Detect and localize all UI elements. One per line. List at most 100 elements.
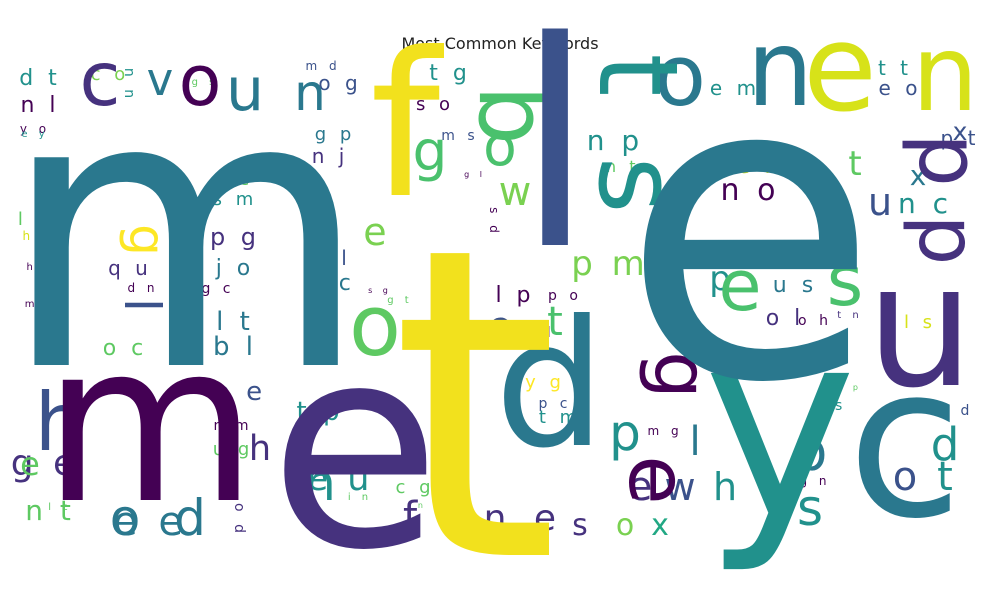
word: v <box>308 209 332 255</box>
word-small: p o <box>548 288 582 304</box>
word: s <box>797 479 823 537</box>
word: h <box>35 376 86 469</box>
word-small: o c <box>103 336 148 361</box>
word-small: l t <box>216 307 254 337</box>
word-small: o g <box>318 71 361 95</box>
word-small: t d <box>943 403 974 419</box>
word: s <box>574 156 702 213</box>
word: e <box>534 498 556 539</box>
word-small: p m <box>571 244 649 284</box>
word: f <box>403 494 418 540</box>
word: p <box>793 419 828 483</box>
word: n <box>747 8 814 130</box>
word: o <box>110 489 141 547</box>
word-small: y g <box>525 372 565 393</box>
word-small: g e <box>11 443 79 484</box>
word: u <box>866 228 974 426</box>
word: g <box>413 119 448 183</box>
word: e <box>611 455 704 504</box>
word-small: t m <box>539 407 581 428</box>
word: g <box>637 351 725 399</box>
word-small: c o <box>91 64 130 85</box>
word-small: e o <box>879 76 922 100</box>
word: u <box>226 55 264 125</box>
word-small: t n <box>837 310 862 321</box>
word-small: o e <box>214 377 266 407</box>
word-small: g c <box>201 281 234 297</box>
word-small: g t <box>387 295 412 306</box>
word-small: v e <box>217 170 253 189</box>
word-small: o d <box>231 503 247 537</box>
word: w <box>499 169 532 215</box>
word: t <box>574 53 702 96</box>
word-small: s g <box>368 286 392 295</box>
word: x <box>651 508 669 543</box>
word-small: g n <box>799 474 830 488</box>
word-small: e m <box>710 76 760 100</box>
word-small: n m <box>214 418 253 434</box>
chart-title: Most Common Keywords <box>401 34 599 53</box>
word-small: m t <box>601 157 640 176</box>
word: g <box>118 224 176 256</box>
word: e <box>20 445 40 483</box>
word: m <box>43 296 257 552</box>
word: s <box>572 508 588 543</box>
word-small: u g <box>213 439 254 460</box>
word: h <box>249 429 271 469</box>
word: p <box>899 133 998 187</box>
word-small: n o <box>721 173 780 208</box>
word: n <box>294 64 326 122</box>
word-small: s m <box>213 189 258 210</box>
word-small: i n <box>348 492 372 503</box>
word-small: h m <box>22 229 57 243</box>
word: o <box>616 508 634 543</box>
word-small: n c <box>898 187 952 220</box>
word-small: t l <box>319 246 351 270</box>
word-small: j o <box>215 256 255 281</box>
word: n <box>912 13 979 135</box>
word: t <box>937 454 953 500</box>
word: t <box>391 157 560 600</box>
word: e <box>488 304 513 350</box>
word-small: u s <box>773 273 817 298</box>
word-small: s d <box>487 207 501 237</box>
word: o <box>654 27 706 126</box>
word-small: x <box>910 159 931 192</box>
word: m <box>0 12 370 455</box>
word-small: m d <box>305 59 340 73</box>
word-small: h c <box>26 262 53 273</box>
word: n <box>304 454 336 512</box>
word-small: n p <box>587 124 643 157</box>
word: u <box>868 180 892 224</box>
word: l <box>515 0 594 313</box>
word-small: n t <box>25 494 75 527</box>
word-small: t t <box>878 56 912 80</box>
word: p <box>609 404 641 462</box>
word-small: d n <box>127 281 158 295</box>
word: e <box>718 245 761 327</box>
word-small: m c <box>25 299 55 310</box>
word: f <box>370 10 445 243</box>
word: l <box>689 419 700 465</box>
word: e <box>621 0 879 475</box>
word-small: p t <box>941 126 980 150</box>
word: y <box>703 275 857 577</box>
word-small: l d <box>525 325 554 341</box>
word-small: m g <box>647 424 682 438</box>
word-small: e y <box>21 129 48 140</box>
word-small: p c <box>538 396 571 412</box>
word: t <box>547 299 563 345</box>
word: o <box>483 114 517 178</box>
word-small: q u <box>108 256 152 280</box>
word-small: b l <box>213 332 257 362</box>
word-small: c p <box>838 383 862 392</box>
word-small: l s <box>904 312 936 333</box>
word: o <box>349 277 401 376</box>
word-small: g s <box>192 77 219 88</box>
word: e <box>269 286 441 600</box>
word: c <box>79 35 120 123</box>
word-small: n n <box>121 68 137 102</box>
word: d <box>174 489 206 547</box>
word-small: c h <box>737 154 782 179</box>
word: b <box>457 85 567 145</box>
